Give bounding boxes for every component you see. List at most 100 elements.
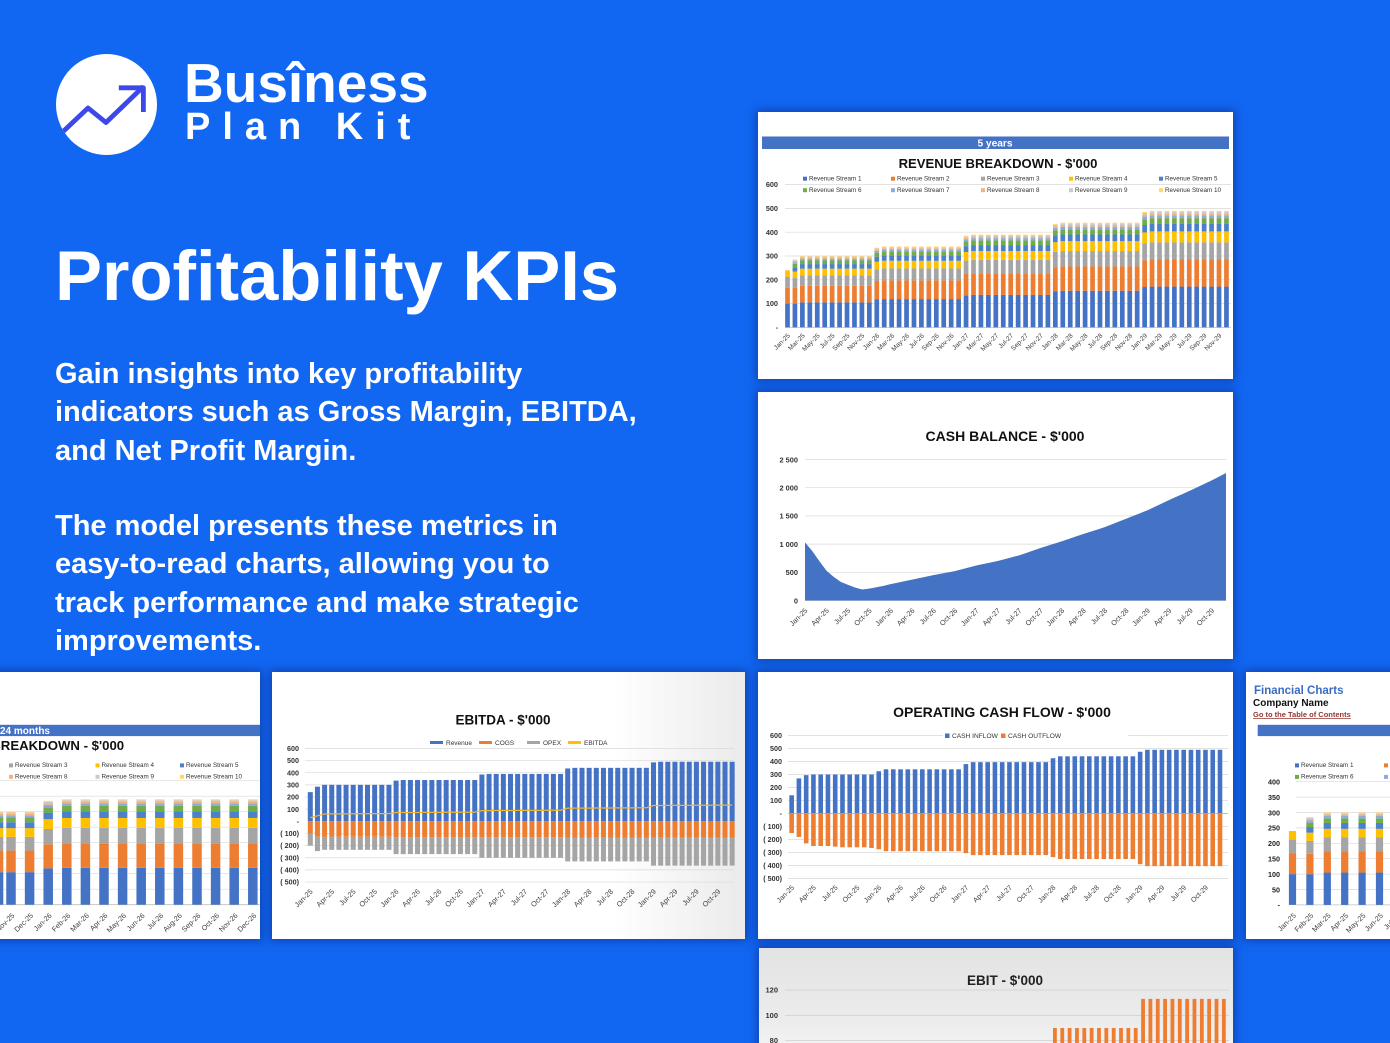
svg-text:-: - [780, 809, 783, 818]
svg-text:COGS: COGS [495, 740, 515, 747]
svg-text:CASH INFLOW: CASH INFLOW [952, 733, 999, 740]
svg-text:Revenue Stream 1: Revenue Stream 1 [809, 176, 862, 183]
svg-text:Revenue Stream 2: Revenue Stream 2 [897, 176, 950, 183]
svg-text:Jul-25: Jul-25 [337, 887, 357, 907]
svg-text:CASH BALANCE - $'000: CASH BALANCE - $'000 [926, 428, 1085, 444]
svg-text:OPERATING CASH FLOW - $'000: OPERATING CASH FLOW - $'000 [893, 704, 1111, 720]
svg-text:Jul-25: Jul-25 [1381, 911, 1390, 931]
svg-text:Jul-29: Jul-29 [1175, 606, 1195, 626]
svg-text:Dec-25: Dec-25 [12, 911, 35, 934]
svg-text:250: 250 [1268, 823, 1280, 832]
svg-text:Revenue Stream 10: Revenue Stream 10 [186, 773, 243, 780]
svg-text:200: 200 [770, 783, 782, 792]
svg-text:400: 400 [770, 757, 782, 766]
svg-text:Oct-29: Oct-29 [700, 887, 722, 909]
svg-text:Jul-27: Jul-27 [995, 884, 1014, 903]
svg-text:Jan-29: Jan-29 [1130, 606, 1152, 628]
svg-text:Oct-26: Oct-26 [443, 887, 465, 909]
svg-text:Revenue Stream 5: Revenue Stream 5 [186, 762, 239, 769]
svg-text:Company Name: Company Name [1253, 698, 1329, 709]
svg-text:Revenue Stream 4: Revenue Stream 4 [102, 762, 155, 769]
svg-text:( 400): ( 400) [763, 861, 782, 870]
svg-text:300: 300 [287, 780, 299, 789]
svg-text:1 000: 1 000 [780, 540, 799, 549]
svg-text:Jan-26: Jan-26 [873, 606, 895, 628]
svg-text:Jan-28: Jan-28 [1037, 884, 1057, 904]
svg-text:Revenue Stream 6: Revenue Stream 6 [1301, 773, 1354, 780]
svg-text:Jul-28: Jul-28 [595, 887, 615, 907]
svg-text:EBITDA - $'000: EBITDA - $'000 [456, 713, 551, 728]
svg-text:600: 600 [766, 180, 778, 189]
svg-text:Revenue Stream 1: Revenue Stream 1 [1301, 762, 1354, 769]
svg-text:Jan-25: Jan-25 [788, 606, 810, 628]
svg-text:Jul-25: Jul-25 [821, 884, 840, 903]
svg-text:Mar-26: Mar-26 [68, 911, 90, 933]
svg-text:Revenue Stream 9: Revenue Stream 9 [1075, 187, 1128, 194]
svg-text:300: 300 [1268, 808, 1280, 817]
svg-text:Revenue Stream 7: Revenue Stream 7 [897, 187, 950, 194]
svg-text:Apr-26: Apr-26 [895, 606, 917, 628]
svg-text:Jan-27: Jan-27 [959, 606, 981, 628]
svg-text:Oct-28: Oct-28 [1109, 606, 1131, 628]
svg-text:Jan-29: Jan-29 [636, 887, 658, 909]
svg-text:100: 100 [766, 299, 778, 308]
svg-text:Nov-29: Nov-29 [1203, 332, 1223, 352]
svg-text:Apr-27: Apr-27 [980, 606, 1002, 628]
svg-text:200: 200 [766, 275, 778, 284]
svg-text:Jan-27: Jan-27 [464, 887, 486, 909]
svg-text:Revenue Stream 3: Revenue Stream 3 [987, 176, 1040, 183]
svg-text:Jan-26: Jan-26 [32, 911, 54, 933]
svg-text:500: 500 [766, 204, 778, 213]
svg-text:Oct-26: Oct-26 [929, 884, 949, 904]
svg-text:Revenue Stream 10: Revenue Stream 10 [1165, 187, 1222, 194]
svg-text:Oct-27: Oct-27 [1016, 884, 1036, 904]
svg-text:REVENUE BREAKDOWN - $'000: REVENUE BREAKDOWN - $'000 [0, 738, 124, 753]
svg-text:Jul-29: Jul-29 [680, 887, 700, 907]
svg-text:Apr-27: Apr-27 [972, 884, 992, 904]
svg-text:Revenue Stream 6: Revenue Stream 6 [809, 187, 862, 194]
svg-text:Jan-26: Jan-26 [863, 884, 883, 904]
svg-text:Dec-26: Dec-26 [235, 911, 258, 934]
svg-text:Apr-28: Apr-28 [1066, 606, 1088, 628]
svg-text:CASH OUTFLOW: CASH OUTFLOW [1008, 733, 1062, 740]
svg-text:1 500: 1 500 [780, 512, 799, 521]
svg-text:Jun-25: Jun-25 [1362, 911, 1384, 933]
svg-text:Jul-27: Jul-27 [1003, 606, 1023, 626]
svg-text:EBITDA: EBITDA [584, 740, 608, 747]
svg-text:Apr-28: Apr-28 [572, 887, 594, 909]
svg-text:Apr-26: Apr-26 [400, 887, 422, 909]
svg-text:Oct-25: Oct-25 [852, 606, 874, 628]
svg-text:400: 400 [766, 228, 778, 237]
svg-text:400: 400 [1268, 777, 1280, 786]
svg-text:Revenue Stream 3: Revenue Stream 3 [15, 762, 68, 769]
svg-text:500: 500 [287, 756, 299, 765]
svg-text:Jun-26: Jun-26 [125, 911, 147, 933]
svg-text:400: 400 [287, 768, 299, 777]
svg-text:Oct-28: Oct-28 [1103, 884, 1123, 904]
svg-text:Jul-25: Jul-25 [832, 606, 852, 626]
svg-text:( 500): ( 500) [763, 874, 782, 883]
svg-text:500: 500 [786, 568, 798, 577]
svg-text:Oct-28: Oct-28 [615, 887, 637, 909]
svg-text:Jul-26: Jul-26 [918, 606, 938, 626]
svg-text:200: 200 [1268, 839, 1280, 848]
svg-text:Oct-27: Oct-27 [529, 887, 551, 909]
svg-text:Go to the Table of Contents: Go to the Table of Contents [1253, 710, 1351, 719]
svg-text:100: 100 [287, 805, 299, 814]
svg-text:Apr-28: Apr-28 [1059, 884, 1079, 904]
svg-text:Revenue: Revenue [446, 740, 472, 747]
svg-text:( 100): ( 100) [280, 829, 299, 838]
svg-text:( 200): ( 200) [763, 835, 782, 844]
svg-text:( 300): ( 300) [280, 853, 299, 862]
svg-text:Apr-26: Apr-26 [885, 884, 905, 904]
svg-text:Jan-25: Jan-25 [293, 887, 315, 909]
svg-text:Jul-28: Jul-28 [1089, 606, 1109, 626]
svg-text:Apr-25: Apr-25 [314, 887, 336, 909]
svg-text:600: 600 [287, 744, 299, 753]
svg-text:EBIT - $'000: EBIT - $'000 [967, 973, 1043, 988]
svg-text:Apr-29: Apr-29 [1152, 606, 1174, 628]
svg-text:Oct-25: Oct-25 [357, 887, 379, 909]
svg-text:Jan-27: Jan-27 [950, 884, 970, 904]
svg-text:Revenue Stream 8: Revenue Stream 8 [15, 773, 68, 780]
svg-text:REVENUE BREAKDOWN - $'000: REVENUE BREAKDOWN - $'000 [899, 156, 1098, 171]
